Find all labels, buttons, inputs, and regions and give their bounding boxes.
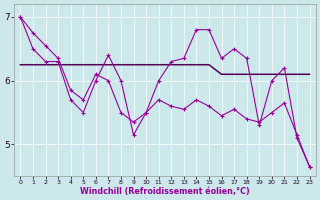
X-axis label: Windchill (Refroidissement éolien,°C): Windchill (Refroidissement éolien,°C): [80, 187, 250, 196]
